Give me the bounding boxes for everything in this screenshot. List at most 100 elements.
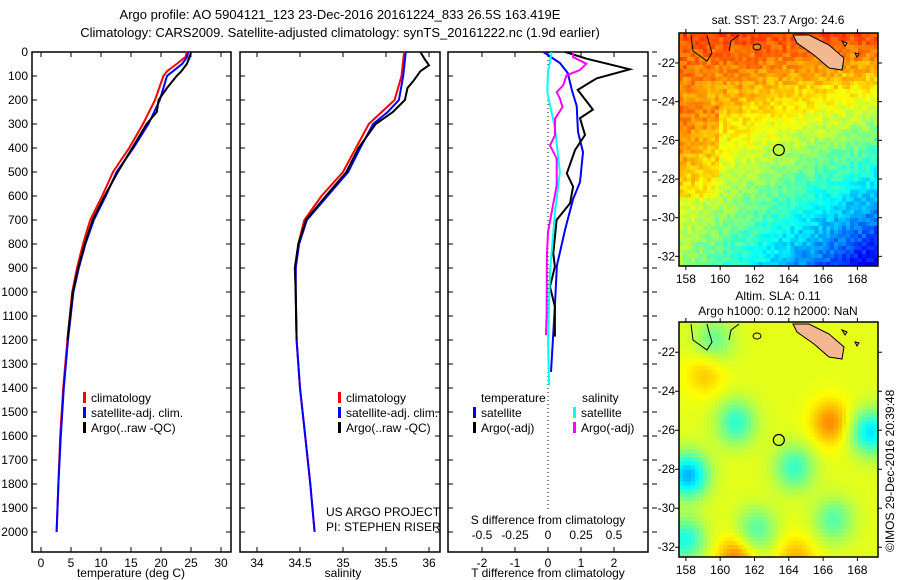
x-tick-label: 20 [154, 556, 168, 570]
map-frame [678, 32, 879, 267]
sla-map-title-1: Altim. SLA: 0.11 [735, 289, 820, 303]
lat-tick-label: -26 [658, 423, 676, 437]
legend-label: satellite-adj. clim. [91, 406, 183, 420]
y-tick-label: 800 [8, 237, 28, 251]
island [854, 52, 860, 58]
x-tick-label: 34.5 [288, 556, 312, 570]
legend-swatch [573, 407, 576, 418]
argo-location-marker [772, 143, 785, 157]
legend-swatch [473, 422, 476, 433]
legend-label: climatology [91, 391, 151, 405]
sla-map-image [679, 322, 878, 557]
s-axis-label: S difference from climatology [471, 513, 626, 527]
y-tick-label: 1900 [1, 501, 28, 515]
map-frame [678, 321, 879, 558]
lon-tick-label: 166 [813, 563, 833, 577]
y-tick-label: 1300 [1, 357, 28, 371]
legend-group-title: temperature [481, 391, 546, 405]
x-axis-label-salinity: salinity [325, 566, 362, 580]
legend-swatch-argo [83, 422, 86, 433]
temperature-panel: 0100200300400500600700800900100011001200… [1, 45, 232, 570]
reef-coastline [690, 323, 713, 351]
lon-tick-label: 168 [847, 272, 867, 286]
y-tick-label: 1600 [1, 429, 28, 443]
legend-label: Argo(..raw -QC) [91, 421, 176, 435]
legend-swatch-climatology [338, 392, 341, 403]
x-tick-label: 35.5 [374, 556, 398, 570]
legend-group-title: salinity [582, 391, 619, 405]
title-line-2: Climatology: CARS2009. Satellite-adjuste… [80, 25, 600, 40]
x-tick-label: 30 [214, 556, 228, 570]
lon-tick-label: 162 [744, 563, 764, 577]
legend-label: Argo(-adj) [581, 421, 634, 435]
legend-label: climatology [346, 391, 406, 405]
lat-tick-label: -24 [658, 95, 676, 109]
reef-coastline [752, 332, 762, 340]
series-line-s-argo-adj- [545, 52, 588, 336]
lat-tick-label: -22 [658, 345, 676, 359]
lat-tick-label: -30 [658, 211, 676, 225]
legend-label: satellite [581, 406, 622, 420]
lat-tick-label: -28 [658, 172, 676, 186]
x-tick-label: 25 [184, 556, 198, 570]
lat-tick-label: -22 [658, 56, 676, 70]
legend-label: satellite [481, 406, 522, 420]
t-axis-label: T difference from climatology [471, 566, 625, 580]
s-tick-label: 0 [545, 528, 552, 542]
lon-tick-label: 164 [779, 563, 799, 577]
lat-tick-label: -32 [658, 249, 676, 263]
lon-tick-label: 168 [847, 563, 867, 577]
legend-swatch-satellite [338, 407, 341, 418]
lat-tick-label: -24 [658, 384, 676, 398]
y-tick-label: 1000 [1, 285, 28, 299]
x-tick-label: 15 [124, 556, 138, 570]
x-tick-label: -2 [477, 556, 488, 570]
legend-label: satellite-adj. clim. [346, 406, 438, 420]
y-tick-label: 400 [8, 141, 28, 155]
lat-tick-label: -30 [658, 501, 676, 515]
legend-swatch-climatology [83, 392, 86, 403]
y-tick-label: 1100 [2, 309, 28, 323]
lon-tick-label: 160 [710, 563, 730, 577]
x-tick-label: -1 [510, 556, 521, 570]
imos-credit: ©IMOS 29-Dec-2016 20:39:48 [883, 389, 897, 552]
lon-tick-label: 162 [744, 272, 764, 286]
x-tick-label: 2 [611, 556, 618, 570]
y-tick-label: 100 [8, 69, 28, 83]
temperature-legend: climatology satellite-adj. clim. Argo(..… [83, 391, 183, 435]
legend-swatch-satellite [83, 407, 86, 418]
title-line-1: Argo profile: AO 5904121_123 23-Dec-2016… [120, 7, 561, 22]
y-tick-label: 2000 [1, 525, 28, 539]
y-tick-label: 300 [8, 117, 28, 131]
y-tick-label: 1800 [1, 477, 28, 491]
y-tick-label: 1700 [1, 453, 28, 467]
new-caledonia-land [792, 34, 845, 71]
argo-location-marker [772, 433, 785, 447]
legend-swatch [473, 407, 476, 418]
s-tick-label: -0.25 [501, 528, 529, 542]
sst-map-title: sat. SST: 23.7 Argo: 24.6 [712, 13, 845, 27]
s-tick-label: 0.25 [569, 528, 593, 542]
y-tick-label: 1200 [1, 333, 28, 347]
series-line-satellite-adj-clim- [55, 51, 189, 533]
reef-coastline [690, 34, 713, 62]
series-line-s-satellite [546, 51, 561, 386]
new-caledonia-land [792, 323, 845, 360]
difference-legend: temperature satellite Argo(-adj) salinit… [473, 391, 634, 435]
y-tick-label: 500 [8, 165, 28, 179]
lat-tick-label: -32 [658, 540, 676, 554]
x-tick-label: 36 [422, 556, 436, 570]
y-tick-label: 1400 [1, 381, 28, 395]
lon-tick-label: 158 [676, 272, 696, 286]
x-tick-label: 5 [68, 556, 75, 570]
reef-coastline [752, 43, 762, 51]
y-tick-label: 700 [8, 213, 28, 227]
sst-map-image [679, 33, 878, 266]
legend-swatch [573, 422, 576, 433]
legend-label: Argo(-adj) [481, 421, 534, 435]
series-line-argo-raw-qc- [293, 51, 431, 341]
y-tick-label: 600 [8, 189, 28, 203]
salinity-panel: 34 34.5 35 35.5 36 [239, 51, 441, 570]
sla-map: 158 160 162 164 166 168 -22 -24 -26 -28 -30 -32 [658, 318, 882, 577]
salinity-legend: climatology satellite-adj. clim. Argo(..… [338, 391, 438, 435]
